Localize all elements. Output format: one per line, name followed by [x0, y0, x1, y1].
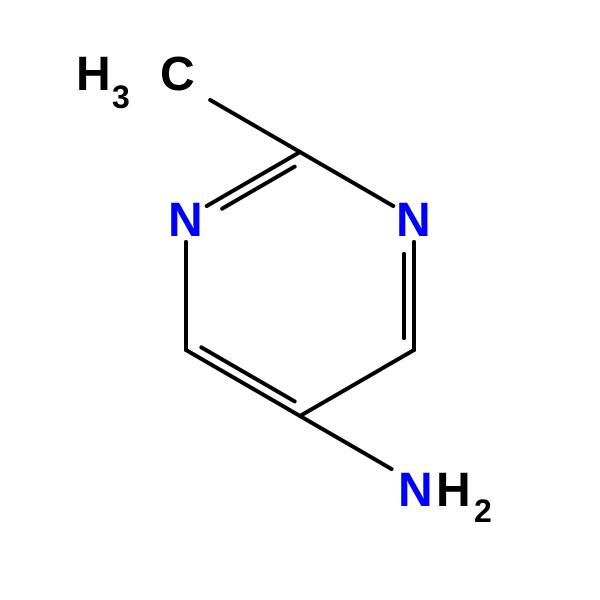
ring-N1-label: N [168, 194, 203, 247]
methyl-C-label: C [160, 48, 195, 101]
bonds-layer [186, 100, 414, 469]
methyl-sub3-label: 3 [112, 79, 130, 115]
bond [300, 152, 393, 206]
bond [210, 100, 300, 152]
amine-N-label: N [398, 464, 433, 517]
bond [300, 416, 391, 469]
labels-layer: H 3 C N N N H 2 [76, 48, 492, 529]
bond [201, 347, 294, 401]
amine-H-label: H [436, 464, 471, 517]
bond [222, 167, 294, 209]
bond [207, 152, 300, 206]
ring-N3-label: N [396, 194, 431, 247]
amine-sub2-label: 2 [474, 493, 492, 529]
molecule-diagram: H 3 C N N N H 2 [0, 0, 600, 600]
methyl-H-label: H [76, 48, 111, 101]
bond [186, 350, 300, 416]
bond [300, 350, 414, 416]
